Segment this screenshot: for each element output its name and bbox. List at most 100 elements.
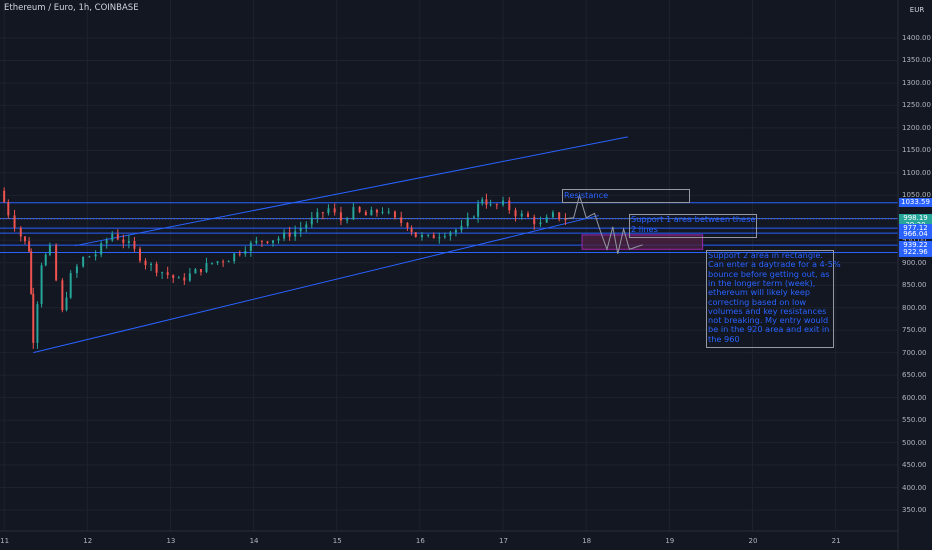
candle-body bbox=[32, 293, 35, 343]
candle-body bbox=[19, 227, 22, 237]
price-tick-label: 1100.00 bbox=[902, 168, 931, 177]
candle-body bbox=[288, 232, 291, 237]
candle-body bbox=[172, 275, 175, 278]
price-tag: 1033.59 bbox=[899, 198, 932, 208]
candle-body bbox=[420, 234, 423, 238]
price-tick-label: 600.00 bbox=[902, 393, 927, 402]
candle-body bbox=[514, 210, 517, 217]
candle-body bbox=[233, 253, 236, 262]
candle-body bbox=[199, 269, 202, 273]
candle-body bbox=[364, 211, 367, 216]
support-2-note-box[interactable] bbox=[706, 250, 834, 348]
candle-body bbox=[144, 260, 147, 266]
candle-body bbox=[481, 199, 484, 204]
price-tick-label: 400.00 bbox=[902, 483, 927, 492]
price-tick-label: 800.00 bbox=[902, 303, 927, 312]
time-tick-label: 17 bbox=[499, 537, 508, 545]
price-tick-label: 1050.00 bbox=[902, 191, 931, 200]
candle-body bbox=[502, 200, 505, 205]
candle-body bbox=[400, 217, 403, 223]
candle-body bbox=[406, 222, 409, 228]
candle-body bbox=[138, 248, 141, 261]
support-2-note-line: not breaking. My entry would bbox=[708, 315, 829, 326]
candle-body bbox=[28, 241, 31, 252]
currency-button[interactable]: EUR bbox=[909, 6, 925, 14]
candle-body bbox=[375, 209, 378, 213]
candle-body bbox=[495, 204, 498, 206]
candle-body bbox=[111, 233, 114, 241]
candle-body bbox=[116, 233, 119, 240]
candle-body bbox=[283, 232, 286, 239]
support-2-note-line: be in the 920 area and exit in bbox=[708, 324, 830, 335]
candle-body bbox=[244, 251, 247, 254]
candle-body bbox=[533, 216, 536, 225]
price-tag: 922.96 bbox=[899, 247, 932, 257]
candle-body bbox=[381, 211, 384, 213]
grid bbox=[0, 0, 898, 531]
candle-body bbox=[94, 254, 97, 257]
price-tick-label: 1300.00 bbox=[902, 78, 931, 87]
candle-body bbox=[460, 225, 463, 231]
candle-body bbox=[188, 273, 191, 281]
candle-body bbox=[466, 217, 469, 226]
price-tick-label: 500.00 bbox=[902, 438, 927, 447]
candle-body bbox=[310, 217, 313, 225]
price-tick-label: 350.00 bbox=[902, 506, 927, 514]
trend-line[interactable] bbox=[33, 215, 599, 354]
price-tick-label: 700.00 bbox=[902, 348, 927, 357]
projection-path bbox=[565, 193, 643, 254]
candle-body bbox=[526, 213, 529, 217]
support-2-rect[interactable] bbox=[581, 234, 704, 250]
candle-body bbox=[393, 211, 396, 218]
support-2-note-line: correcting based on low bbox=[708, 296, 807, 307]
candle-body bbox=[122, 239, 125, 243]
trend-line[interactable] bbox=[74, 136, 628, 247]
candle-body bbox=[508, 200, 511, 211]
candle-body bbox=[150, 263, 153, 266]
support-2-note-line: in the longer term (week), bbox=[708, 277, 816, 288]
candle-body bbox=[183, 277, 186, 281]
candle-body bbox=[443, 236, 446, 238]
candle-body bbox=[36, 304, 39, 343]
resistance-note: Resistance bbox=[564, 190, 609, 200]
candle-body bbox=[55, 245, 58, 281]
support-2-note-line: the 960 bbox=[708, 333, 740, 344]
candle-body bbox=[40, 265, 43, 305]
candle-body bbox=[477, 203, 480, 217]
candle-body bbox=[3, 190, 6, 203]
time-tick-label: 11 bbox=[0, 537, 10, 545]
support-2-note-line: bounce before getting out, as bbox=[708, 268, 830, 279]
price-tick-label: 900.00 bbox=[902, 258, 927, 267]
candle-body bbox=[387, 211, 390, 213]
support-2-note-line: Can enter a daytrade for a 4-5% bbox=[708, 259, 841, 270]
projection-line bbox=[565, 193, 643, 254]
support-1-note-box[interactable] bbox=[629, 214, 757, 238]
candle-body bbox=[255, 240, 258, 243]
support-2-rectangle[interactable] bbox=[581, 234, 704, 250]
candles bbox=[3, 187, 567, 349]
support-resistance-lines[interactable] bbox=[0, 202, 898, 253]
price-tick-label: 1250.00 bbox=[902, 101, 931, 110]
candle-body bbox=[222, 261, 225, 263]
candle-body bbox=[61, 280, 64, 311]
time-tick-label: 14 bbox=[249, 537, 259, 545]
price-tick-label: 950.00 bbox=[902, 236, 927, 244]
candle-body bbox=[82, 257, 85, 267]
candle-body bbox=[539, 222, 542, 225]
candle-body bbox=[227, 261, 230, 263]
time-tick-label: 19 bbox=[665, 537, 675, 545]
candle-body bbox=[65, 297, 68, 311]
candle-body bbox=[305, 224, 308, 228]
candle-body bbox=[414, 232, 417, 238]
resistance-note-box[interactable] bbox=[562, 189, 690, 203]
time-tick-label: 12 bbox=[83, 537, 93, 545]
price-tick-label: 450.00 bbox=[902, 461, 927, 470]
candle-body bbox=[177, 277, 180, 279]
candle-body bbox=[30, 251, 33, 294]
trend-lines[interactable] bbox=[33, 136, 628, 354]
candle-body bbox=[155, 263, 158, 273]
candle-body bbox=[23, 236, 26, 242]
price-tick-label: 1200.00 bbox=[902, 123, 931, 132]
candle-body bbox=[205, 263, 208, 273]
